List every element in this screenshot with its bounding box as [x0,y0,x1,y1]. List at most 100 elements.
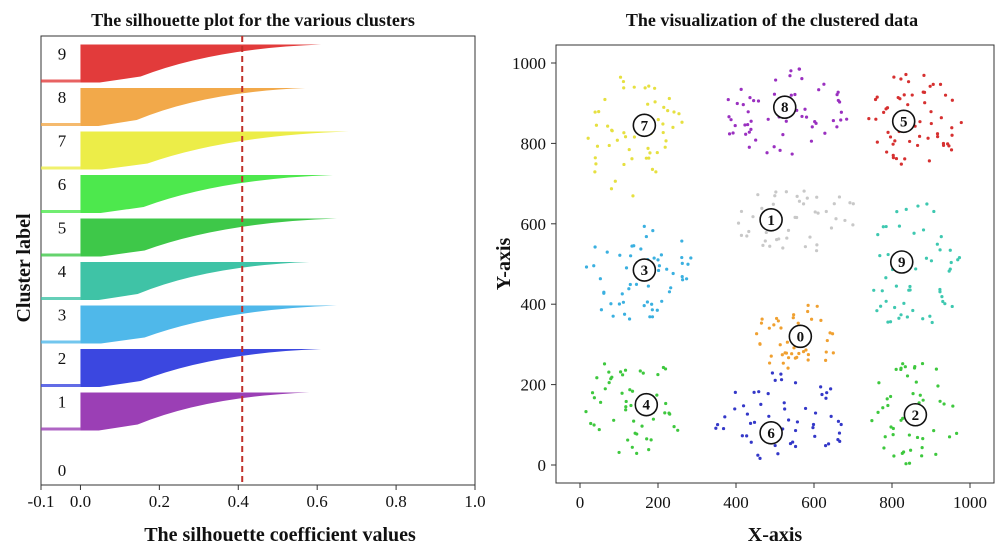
scatter-point-cluster-2 [889,425,893,429]
scatter-point-cluster-2 [934,452,938,456]
scatter-point-cluster-7 [671,125,675,129]
scatter-point-cluster-3 [646,284,650,288]
scatter-point-cluster-1 [801,202,806,206]
scatter-point-cluster-5 [927,159,931,163]
scatter-point-cluster-6 [820,392,824,397]
scatter-point-cluster-2 [911,392,915,396]
scatter-point-cluster-4 [668,412,672,416]
scatter-point-cluster-1 [805,196,809,200]
scatter-point-cluster-5 [867,116,871,121]
scatter-point-cluster-3 [657,264,662,268]
scatter-point-cluster-2 [921,436,925,441]
scatter-point-cluster-8 [729,118,733,122]
scatter-point-cluster-4 [603,387,607,391]
scatter-point-cluster-3 [686,262,690,266]
scatter-point-cluster-2 [905,374,910,378]
scatter-point-cluster-2 [942,402,946,406]
scatter-point-cluster-2 [876,410,880,414]
scatter-point-cluster-4 [645,437,649,441]
scatter-point-cluster-9 [935,242,939,246]
scatter-point-cluster-7 [594,123,599,127]
scatter-point-cluster-3 [680,239,684,243]
scatter-point-cluster-4 [640,424,644,428]
scatter-point-cluster-6 [782,401,786,405]
scatter-point-cluster-6 [723,415,727,419]
scatter-point-cluster-4 [624,405,628,409]
scatter-point-cluster-8 [743,123,747,127]
scatter-y-tick-label: 200 [521,376,547,395]
scatter-point-cluster-9 [921,228,926,232]
scatter-point-cluster-8 [822,82,826,86]
scatter-point-cluster-0 [806,358,810,362]
scatter-point-cluster-3 [627,287,631,291]
scatter-point-cluster-3 [650,308,654,312]
scatter-point-cluster-2 [909,448,913,452]
scatter-point-cluster-4 [624,408,628,412]
scatter-point-cluster-2 [901,362,905,366]
scatter-point-cluster-0 [801,350,806,354]
scatter-point-cluster-2 [877,381,881,385]
scatter-point-cluster-7 [593,170,597,174]
scatter-point-cluster-0 [781,361,785,365]
scatter-point-cluster-3 [632,244,636,248]
scatter-point-cluster-4 [607,370,611,374]
scatter-point-cluster-5 [949,148,954,152]
scatter-point-cluster-6 [813,411,818,415]
scatter-point-cluster-7 [621,79,626,84]
scatter-point-cluster-2 [870,419,874,423]
scatter-point-cluster-6 [733,390,737,394]
scatter-point-cluster-4 [638,369,642,373]
scatter-point-cluster-8 [784,119,788,123]
silhouette-negative-sliver-2 [41,384,81,387]
scatter-point-cluster-5 [938,82,943,86]
scatter-point-cluster-9 [956,258,960,262]
scatter-point-cluster-9 [902,301,906,305]
scatter-point-cluster-2 [899,367,903,372]
scatter-point-cluster-9 [872,288,876,292]
scatter-point-cluster-5 [908,139,912,144]
scatter-point-cluster-3 [651,229,655,233]
scatter-point-cluster-0 [760,317,764,321]
scatter-point-cluster-9 [895,210,899,214]
silhouette-x-tick-label: 1.0 [464,492,485,511]
scatter-point-cluster-3 [680,261,684,265]
scatter-point-cluster-3 [634,282,639,286]
scatter-point-cluster-1 [736,221,741,225]
scatter-point-cluster-5 [929,110,933,114]
cluster-marker-ring-1 [759,207,783,232]
silhouette-x-axis-label: The silhouette coefficient values [144,524,416,546]
silhouette-cluster-label-1: 1 [58,393,67,412]
scatter-point-cluster-4 [676,428,680,432]
scatter-point-cluster-0 [792,313,796,317]
scatter-point-cluster-7 [597,109,601,114]
scatter-point-cluster-5 [874,117,878,121]
scatter-point-cluster-4 [595,376,599,380]
scatter-point-cluster-9 [916,204,920,208]
scatter-point-cluster-3 [617,302,621,306]
scatter-point-cluster-6 [786,418,791,422]
scatter-point-cluster-3 [639,247,643,251]
scatter-point-cluster-0 [831,351,835,355]
silhouette-y-axis-label: Cluster label [13,213,35,323]
scatter-point-cluster-7 [647,84,651,88]
scatter-point-cluster-9 [886,320,890,324]
scatter-point-cluster-1 [745,234,749,238]
scatter-point-cluster-8 [789,69,793,73]
scatter-point-cluster-6 [811,426,815,430]
scatter-point-cluster-1 [764,230,768,235]
scatter-point-cluster-4 [655,393,659,397]
scatter-point-cluster-2 [888,394,893,399]
silhouette-negative-sliver-1 [41,427,81,431]
scatter-point-cluster-7 [613,179,617,183]
cluster-marker-ring-2 [903,402,928,427]
scatter-point-cluster-0 [792,346,796,350]
scatter-point-cluster-9 [894,284,899,288]
scatter-point-cluster-1 [739,233,744,238]
scatter-point-cluster-1 [815,243,819,247]
scatter-point-cluster-2 [920,454,924,458]
scatter-point-cluster-5 [882,110,886,115]
silhouette-negative-sliver-3 [41,340,81,344]
scatter-point-cluster-5 [875,95,879,99]
scatter-point-cluster-1 [837,195,842,199]
